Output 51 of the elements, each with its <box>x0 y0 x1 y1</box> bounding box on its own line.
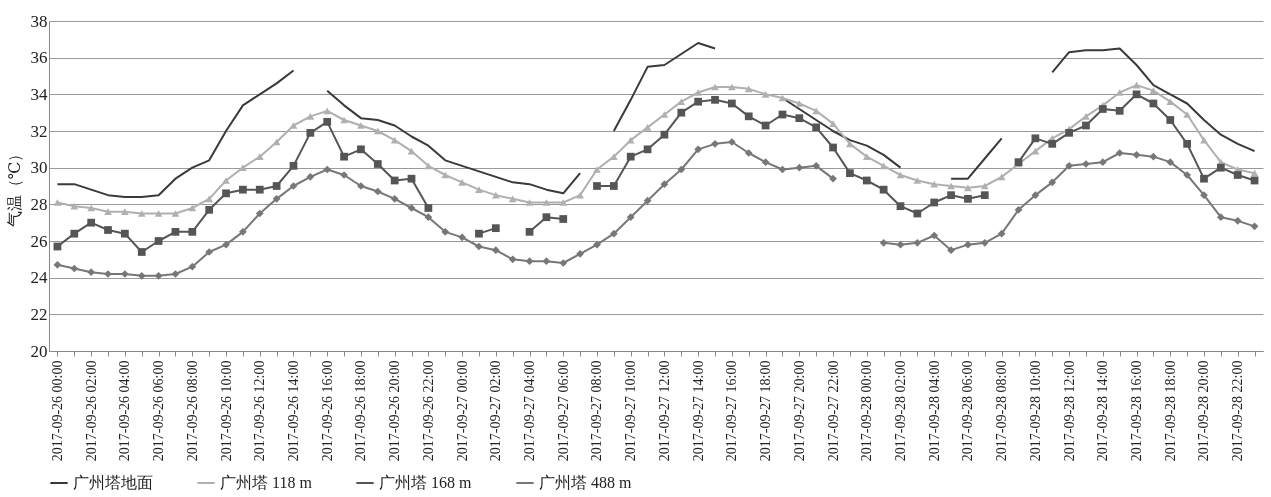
x-tick-label: 2017-09-27 12:00 <box>656 360 672 462</box>
x-tick-label: 2017-09-26 14:00 <box>285 360 301 462</box>
x-tick-label: 2017-09-26 06:00 <box>151 360 167 462</box>
legend-label: 广州塔 168 m <box>379 474 472 491</box>
x-tick-label: 2017-09-26 18:00 <box>353 360 369 462</box>
x-tick-label: 2017-09-27 00:00 <box>454 360 470 462</box>
y-tick-label: 20 <box>30 341 48 361</box>
x-tick-label: 2017-09-28 08:00 <box>994 360 1010 462</box>
x-tick-label: 2017-09-27 22:00 <box>825 360 841 462</box>
x-tick-label: 2017-09-26 02:00 <box>83 360 99 462</box>
x-tick-label: 2017-09-27 18:00 <box>758 360 774 462</box>
x-tick-label: 2017-09-26 16:00 <box>319 360 335 462</box>
y-tick-label: 24 <box>30 268 48 288</box>
x-tick-label: 2017-09-28 20:00 <box>1196 360 1212 462</box>
x-tick-label: 2017-09-28 00:00 <box>859 360 875 462</box>
y-tick-label: 28 <box>30 194 48 214</box>
x-tick-label: 2017-09-26 00:00 <box>49 360 65 462</box>
x-tick-label: 2017-09-27 20:00 <box>791 360 807 462</box>
x-tick-label: 2017-09-28 18:00 <box>1162 360 1178 462</box>
x-tick-label: 2017-09-28 22:00 <box>1230 360 1246 462</box>
y-tick-label: 38 <box>30 11 48 31</box>
x-tick-label: 2017-09-26 04:00 <box>117 360 133 462</box>
y-tick-label: 32 <box>30 121 48 141</box>
x-tick-label: 2017-09-26 10:00 <box>218 360 234 462</box>
x-tick-label: 2017-09-27 04:00 <box>522 360 538 462</box>
x-tick-label: 2017-09-28 14:00 <box>1095 360 1111 462</box>
x-tick-label: 2017-09-27 16:00 <box>724 360 740 462</box>
y-tick-label: 30 <box>30 158 48 178</box>
y-tick-label: 34 <box>30 84 48 104</box>
x-tick-label: 2017-09-26 20:00 <box>387 360 403 462</box>
x-tick-label: 2017-09-27 10:00 <box>623 360 639 462</box>
legend-label: 广州塔地面 <box>73 474 153 491</box>
x-tick-label: 2017-09-28 12:00 <box>1061 360 1077 462</box>
x-tick-label: 2017-09-26 22:00 <box>420 360 436 462</box>
y-tick-label: 36 <box>30 48 48 68</box>
x-tick-label: 2017-09-28 06:00 <box>960 360 976 462</box>
x-tick-label: 2017-09-27 14:00 <box>690 360 706 462</box>
x-tick-label: 2017-09-28 16:00 <box>1129 360 1145 462</box>
y-axis-title: 气温（℃） <box>5 145 23 228</box>
x-tick-label: 2017-09-26 08:00 <box>184 360 200 462</box>
x-tick-label: 2017-09-26 12:00 <box>252 360 268 462</box>
y-tick-label: 26 <box>30 231 48 251</box>
y-tick-label: 22 <box>30 304 48 324</box>
legend-label: 广州塔 488 m <box>539 474 632 491</box>
x-tick-label: 2017-09-28 04:00 <box>926 360 942 462</box>
legend-label: 广州塔 118 m <box>220 474 313 491</box>
x-tick-label: 2017-09-28 10:00 <box>1027 360 1043 462</box>
x-tick-label: 2017-09-27 08:00 <box>589 360 605 462</box>
x-tick-label: 2017-09-28 02:00 <box>892 360 908 462</box>
x-tick-label: 2017-09-27 02:00 <box>488 360 504 462</box>
x-tick-label: 2017-09-27 06:00 <box>555 360 571 462</box>
